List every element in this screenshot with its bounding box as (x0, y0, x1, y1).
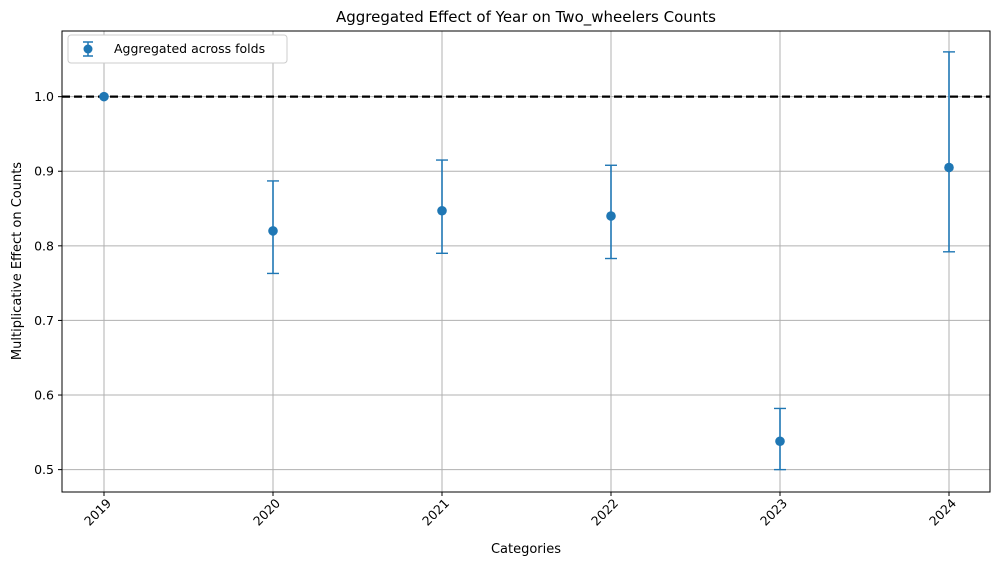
x-tick-label: 2019 (81, 495, 114, 528)
data-point (775, 436, 785, 447)
legend-box (67, 34, 288, 64)
y-tick-label: 0.8 (34, 238, 54, 253)
data-point (437, 205, 447, 216)
legend: Aggregated across folds (67, 34, 288, 64)
data-point (268, 226, 278, 236)
legend-marker-icon (83, 44, 93, 54)
y-tick-label: 0.6 (34, 388, 54, 403)
x-tick-label: 2023 (757, 496, 790, 529)
y-tick-label: 1.0 (34, 89, 54, 104)
y-axis-label: Multiplicative Effect on Counts (10, 162, 25, 360)
data-point (606, 211, 616, 221)
chart-title: Aggregated Effect of Year on Two_wheeler… (336, 8, 716, 27)
data-point (99, 91, 109, 102)
legend-label: Aggregated across folds (114, 41, 265, 56)
y-tick-label: 0.7 (34, 313, 54, 328)
grid (62, 31, 990, 492)
tick-labels: 0.5 0.6 0.7 0.8 0.9 1.0 2019 2020 2021 2022 2023 20… (34, 89, 959, 528)
y-tick-label: 0.9 (34, 164, 54, 179)
x-tick-label: 2021 (419, 496, 452, 529)
data-point (944, 162, 954, 173)
x-axis-label: Categories (491, 542, 561, 557)
data-series (99, 51, 955, 471)
x-tick-label: 2022 (588, 496, 621, 529)
x-tick-label: 2024 (926, 495, 959, 528)
plot-frame (61, 30, 991, 493)
y-tick-label: 0.5 (34, 462, 54, 477)
x-tick-label: 2020 (250, 495, 283, 528)
